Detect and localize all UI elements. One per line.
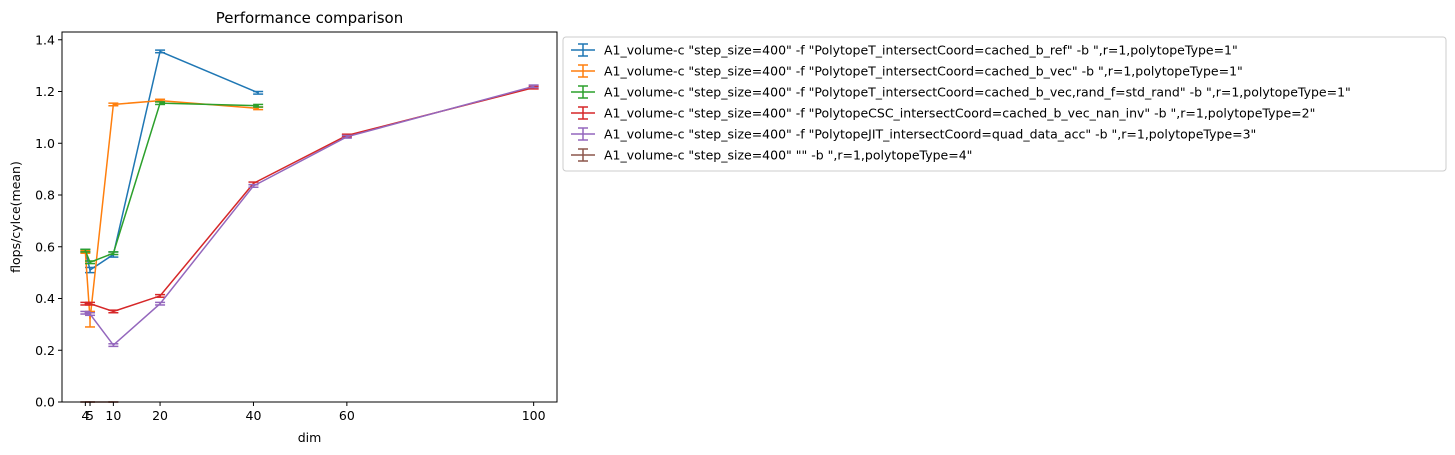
- x-axis-label: dim: [298, 430, 322, 445]
- errorbar-1-2: [108, 102, 119, 107]
- y-tick-label-6: 1.2: [35, 84, 55, 99]
- errorbar-4-6: [528, 84, 539, 89]
- x-tick-label-2: 10: [105, 408, 121, 423]
- errorbar-2-1: [85, 260, 96, 265]
- y-tick-label-5: 1.0: [35, 136, 55, 151]
- y-tick-label-1: 0.2: [35, 343, 55, 358]
- series-line-3: [85, 86, 534, 313]
- errorbar-2-0: [80, 248, 91, 253]
- x-tick-label-5: 60: [339, 408, 355, 423]
- series-1: [80, 98, 264, 328]
- x-tick-label-0: 4: [81, 408, 89, 423]
- legend-item-1: A1_volume-c "step_size=400" -f "Polytope…: [571, 64, 1243, 79]
- y-tick-label-0: 0.0: [35, 395, 55, 410]
- legend-item-5: A1_volume-c "step_size=400" "" -b ",r=1,…: [571, 148, 972, 163]
- legend-label-2: A1_volume-c "step_size=400" -f "Polytope…: [604, 85, 1351, 100]
- legend-item-3: A1_volume-c "step_size=400" -f "Polytope…: [571, 106, 1315, 121]
- y-tick-label-3: 0.6: [35, 239, 55, 254]
- errorbar-4-4: [248, 183, 259, 188]
- legend-label-0: A1_volume-c "step_size=400" -f "Polytope…: [604, 43, 1238, 58]
- y-axis-label: flops/cylce(mean): [8, 161, 23, 273]
- series-3: [80, 85, 539, 314]
- errorbar-0-3: [155, 49, 166, 54]
- errorbar-3-3: [155, 293, 166, 298]
- y-tick-label-2: 0.4: [35, 291, 55, 306]
- series-line-0: [84, 50, 259, 272]
- errorbar-4-3: [155, 301, 166, 306]
- legend-label-3: A1_volume-c "step_size=400" -f "Polytope…: [604, 106, 1315, 121]
- legend-label-5: A1_volume-c "step_size=400" "" -b ",r=1,…: [604, 148, 972, 163]
- y-tick-label-4: 0.8: [35, 188, 55, 203]
- axes-frame: [61, 31, 558, 403]
- chart-title: Performance comparison: [216, 9, 403, 27]
- errorbar-4-2: [108, 343, 119, 348]
- errorbar-2-3: [155, 101, 166, 106]
- series-2: [80, 101, 264, 265]
- legend-item-4: A1_volume-c "step_size=400" -f "Polytope…: [571, 127, 1256, 142]
- x-tick-label-6: 100: [522, 408, 546, 423]
- errorbar-4-5: [341, 134, 352, 139]
- errorbar-3-1: [85, 301, 96, 306]
- errorbar-0-4: [253, 90, 264, 95]
- x-tick-label-1: 5: [86, 408, 94, 423]
- legend-item-2: A1_volume-c "step_size=400" -f "Polytope…: [571, 85, 1351, 100]
- legend-label-4: A1_volume-c "step_size=400" -f "Polytope…: [604, 127, 1256, 142]
- y-tick-label-7: 1.4: [35, 32, 55, 47]
- legend-item-0: A1_volume-c "step_size=400" -f "Polytope…: [571, 43, 1238, 58]
- legend: A1_volume-c "step_size=400" -f "Polytope…: [562, 36, 1447, 172]
- errorbar-3-2: [108, 309, 119, 314]
- errorbar-2-4: [253, 103, 264, 108]
- axes: 45 10 20 40 60 100 0.0 0.2 0.4 0.6 0.8 1.0 1.2 1.4: [35, 31, 558, 423]
- legend-label-1: A1_volume-c "step_size=400" -f "Polytope…: [604, 64, 1243, 79]
- x-tick-label-3: 20: [152, 408, 168, 423]
- x-tick-label-4: 40: [246, 408, 262, 423]
- series-4: [80, 84, 539, 348]
- errorbar-4-1: [85, 311, 96, 317]
- errorbar-2-2: [108, 251, 119, 256]
- legend-frame: [562, 36, 1447, 172]
- plot-area: [80, 49, 539, 403]
